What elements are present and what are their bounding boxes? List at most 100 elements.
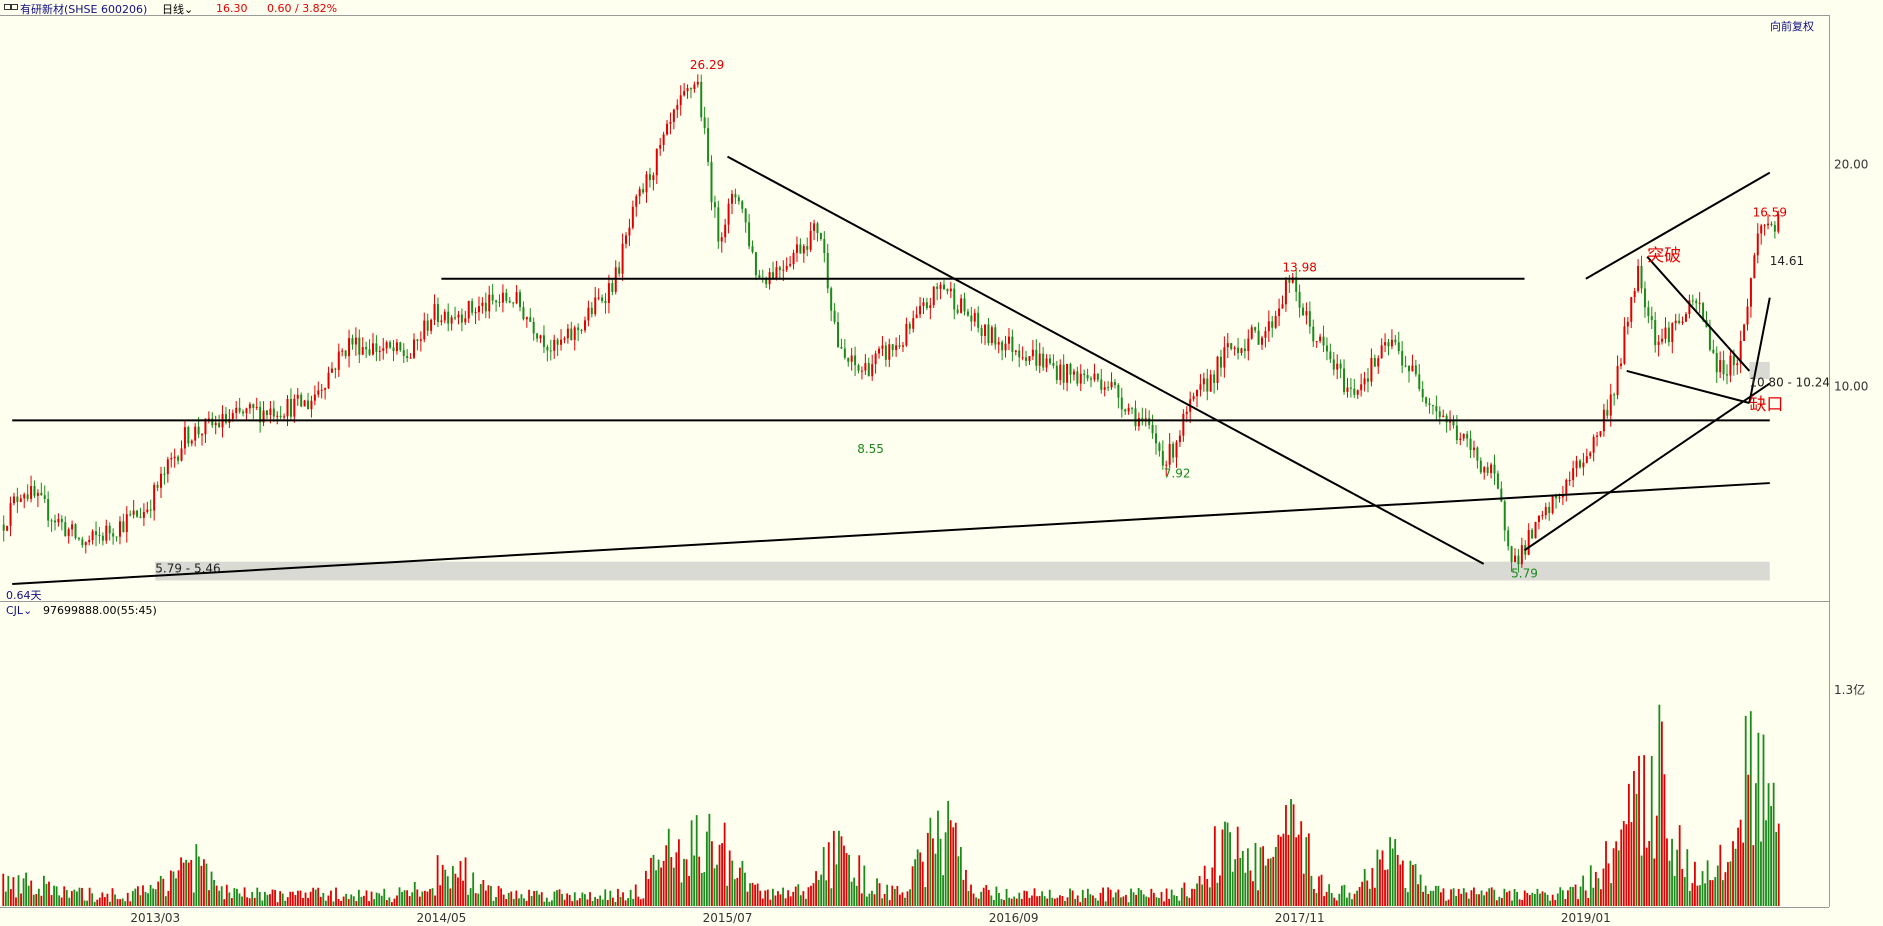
volume-bar — [383, 888, 386, 906]
candle-body — [317, 390, 320, 395]
volume-bar — [401, 891, 403, 906]
volume-bar — [1079, 902, 1082, 906]
volume-bar — [1394, 839, 1397, 906]
volume-bar — [304, 892, 307, 906]
volume-bar — [360, 896, 363, 906]
candle-body — [751, 246, 754, 253]
candle-body — [1380, 345, 1383, 359]
candle-body — [1466, 433, 1469, 439]
volume-indicator-selector[interactable]: CJL⌄ — [6, 604, 32, 617]
volume-bar — [1219, 875, 1221, 906]
candle-body — [1025, 357, 1028, 362]
volume-bar — [187, 862, 190, 906]
candle-body — [590, 307, 593, 315]
candle-body — [700, 81, 703, 118]
volume-bar — [815, 871, 817, 906]
volume-bar — [1325, 891, 1328, 906]
volume-bar — [203, 859, 205, 906]
volume-bar — [675, 852, 678, 906]
candle-body — [53, 520, 56, 523]
candle-body — [1626, 321, 1629, 327]
volume-bar — [998, 892, 1000, 906]
gap-zone — [155, 561, 1770, 581]
candle-body — [1510, 546, 1513, 562]
volume-bar — [1119, 897, 1122, 906]
candle-body — [611, 283, 614, 292]
volume-bar — [703, 872, 706, 906]
volume-bar — [871, 890, 873, 906]
volume-bar — [324, 900, 327, 906]
candle-body — [378, 350, 381, 352]
period-selector[interactable]: 日线⌄ — [162, 1, 193, 17]
volume-bar — [1158, 898, 1160, 906]
candle-body — [1247, 338, 1250, 352]
volume-bar — [769, 899, 772, 906]
volume-bar — [1500, 898, 1503, 906]
volume-bar — [378, 893, 381, 906]
volume-bar — [332, 901, 335, 906]
candle-body — [847, 357, 850, 362]
volume-bar — [634, 884, 637, 906]
volume-bar — [73, 889, 76, 906]
volume-bar — [749, 883, 751, 906]
candle-body — [816, 223, 819, 234]
volume-bar — [1518, 899, 1521, 906]
price-label: 5.79 — [1511, 567, 1538, 581]
volume-bar — [208, 890, 210, 906]
volume-bar — [523, 898, 525, 906]
candle-body — [652, 175, 655, 181]
candle-body — [1151, 424, 1154, 434]
candle-body — [1736, 363, 1739, 366]
volume-bar — [1709, 880, 1712, 906]
candle-body — [1452, 420, 1455, 426]
volume-bar — [1031, 895, 1033, 906]
candle-body — [809, 230, 812, 250]
candle-body — [813, 223, 816, 231]
volume-bar — [1711, 880, 1714, 906]
volume-bar — [1617, 850, 1620, 906]
candle-body — [1770, 223, 1773, 226]
candle-body — [354, 337, 357, 345]
volume-bar — [131, 891, 134, 906]
volume-bar — [1363, 869, 1366, 906]
candle-body — [64, 522, 67, 537]
volume-bar — [1020, 898, 1023, 906]
volume-bar — [655, 870, 657, 906]
candle-body — [1657, 341, 1660, 346]
volume-bar — [7, 875, 10, 906]
volume-bar — [159, 875, 162, 906]
candle-body — [1555, 496, 1558, 499]
volume-bar — [1043, 896, 1046, 906]
volume-bar — [698, 856, 701, 906]
adjust-button[interactable]: 向前复权 — [1770, 20, 1814, 33]
candle-body — [973, 312, 976, 322]
candle-body — [1596, 435, 1599, 437]
candle-body — [1431, 405, 1434, 407]
candle-body — [778, 267, 781, 270]
candle-body — [1360, 384, 1363, 391]
volume-bar — [1335, 900, 1338, 906]
candle-body — [823, 239, 826, 253]
volume-bar — [985, 885, 988, 906]
volume-bar — [454, 873, 457, 906]
volume-bar — [365, 890, 368, 906]
volume-bar — [434, 895, 436, 906]
candle-body — [956, 309, 959, 313]
volume-bar — [1206, 879, 1209, 906]
volume-bar — [495, 896, 497, 906]
volume-bar — [911, 866, 914, 906]
volume-bar — [444, 869, 447, 906]
candle-body — [170, 458, 173, 460]
candle-body — [689, 88, 692, 90]
volume-bar — [1775, 832, 1778, 906]
volume-bar — [1262, 846, 1265, 906]
candle-body — [344, 350, 347, 357]
candle-body — [276, 415, 279, 417]
volume-bar — [982, 887, 985, 906]
candle-body — [1377, 358, 1380, 367]
volume-bar — [251, 892, 254, 906]
volume-bar — [484, 890, 487, 906]
candle-body — [1062, 364, 1065, 383]
candle-body — [1650, 316, 1653, 321]
candle-body — [1086, 374, 1089, 379]
